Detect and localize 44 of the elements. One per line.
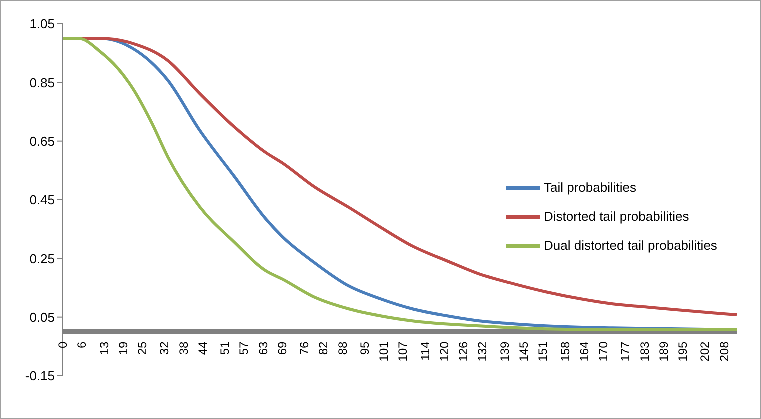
x-tick-label: 19 — [116, 341, 130, 356]
x-tick-label: 139 — [498, 341, 512, 362]
y-tick-label: 0.65 — [30, 134, 55, 149]
x-tick-label: 208 — [717, 341, 732, 362]
y-tick-label: -0.15 — [25, 368, 55, 384]
x-tick-label: 32 — [158, 341, 172, 356]
x-tick-label: 202 — [698, 341, 712, 362]
x-tick-label: 164 — [577, 341, 592, 362]
x-tick-label: 63 — [256, 341, 270, 356]
x-tick-label: 51 — [218, 341, 232, 356]
x-tick-label: 183 — [638, 341, 652, 362]
x-tick-label: 13 — [97, 341, 112, 356]
x-tick-label: 44 — [196, 341, 210, 356]
y-tick-label: 1.05 — [30, 16, 55, 32]
x-tick-label: 38 — [176, 341, 191, 356]
x-tick-label: 177 — [618, 341, 633, 362]
y-tick-label: 0.85 — [30, 75, 55, 90]
legend-label: Dual distorted tail probabilities — [544, 238, 718, 253]
x-tick-label: 145 — [516, 341, 531, 362]
x-tick-label: 195 — [676, 341, 690, 362]
x-tick-label: 88 — [336, 341, 350, 356]
x-tick-label: 114 — [418, 341, 432, 361]
x-tick-label: 120 — [438, 341, 452, 362]
x-tick-label: 189 — [656, 341, 671, 362]
x-tick-label: 57 — [237, 341, 252, 356]
x-tick-label: 132 — [476, 341, 490, 362]
x-tick-label: 170 — [596, 341, 610, 362]
x-tick-label: 6 — [75, 341, 90, 348]
x-tick-label: 69 — [275, 341, 290, 356]
x-tick-label: 76 — [298, 341, 312, 356]
y-tick-label: 0.45 — [30, 192, 55, 208]
x-tick-label: 95 — [358, 341, 372, 356]
x-tick-label: 101 — [377, 341, 392, 362]
x-tick-label: 126 — [456, 341, 471, 362]
y-tick-label: 0.05 — [30, 310, 55, 325]
x-tick-label: 25 — [135, 341, 150, 356]
x-tick-label: 151 — [536, 341, 550, 362]
legend-label: Distorted tail probabilities — [544, 209, 690, 224]
legend-label: Tail probabilities — [544, 180, 636, 195]
x-tick-label: 107 — [396, 341, 410, 362]
x-tick-label: 158 — [558, 341, 572, 362]
x-tick-label: 0 — [56, 341, 70, 348]
y-tick-label: 0.25 — [30, 251, 55, 266]
x-tick-label: 82 — [316, 341, 331, 356]
